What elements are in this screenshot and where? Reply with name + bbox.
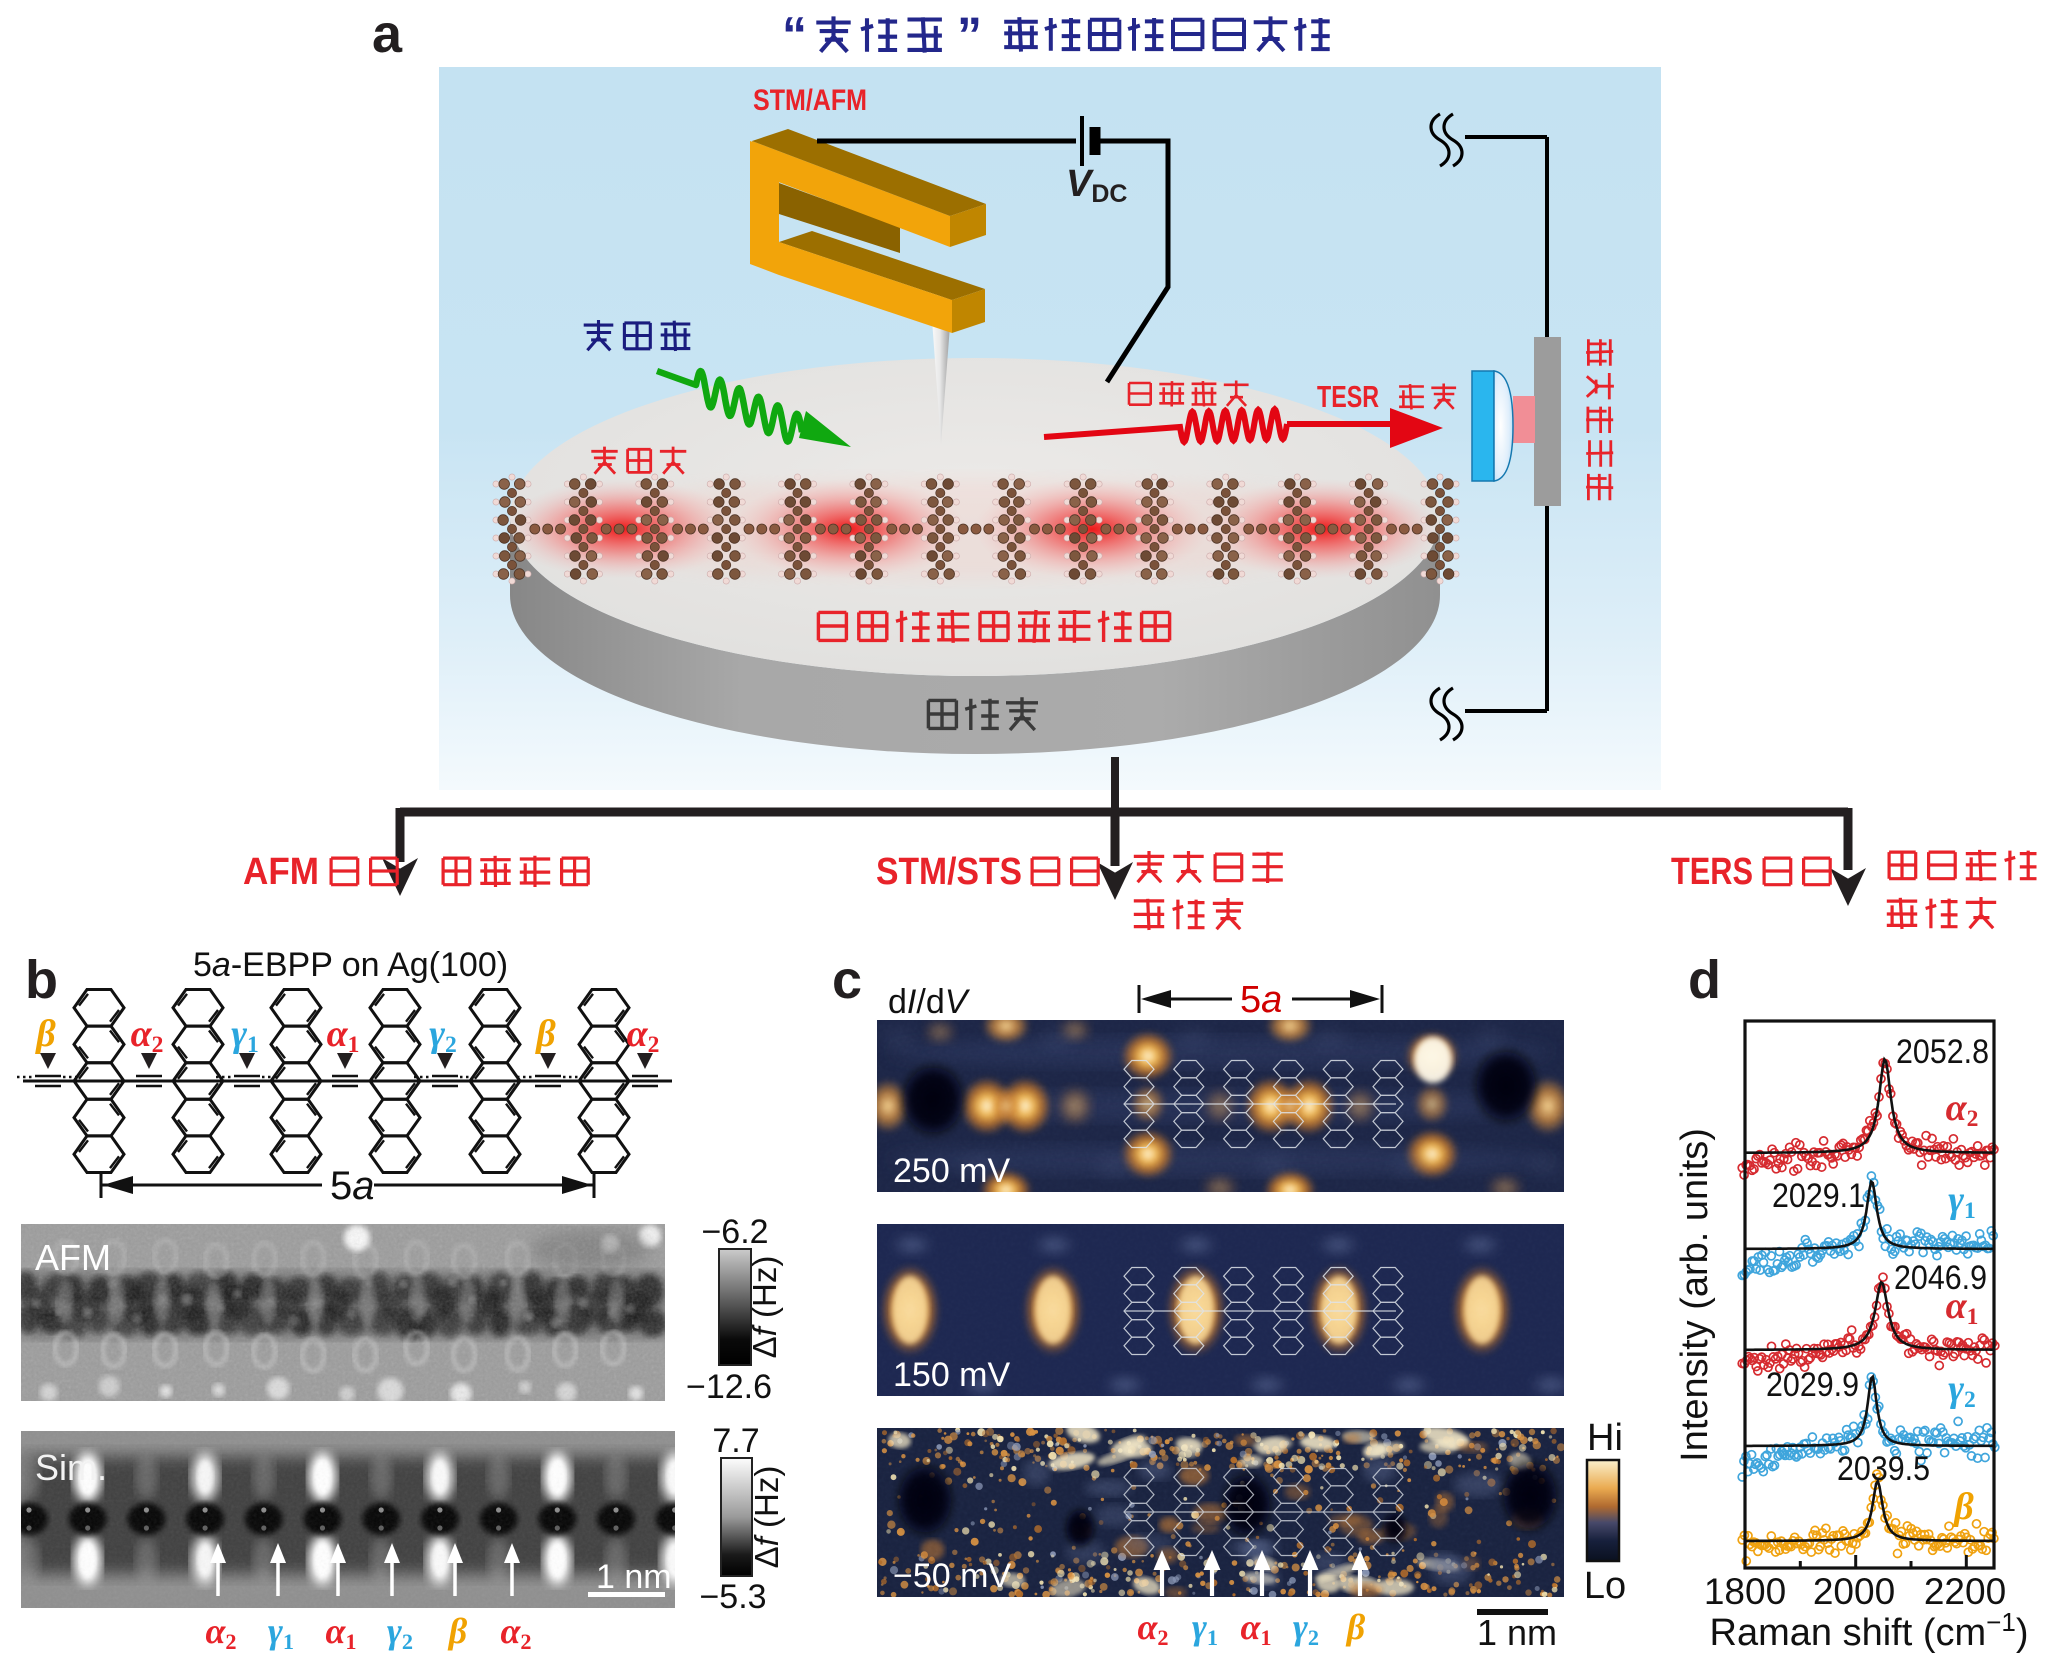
svg-text:dI/dV: dI/dV [888,983,971,1021]
svg-text:“: “ [782,7,807,63]
svg-text:250 mV: 250 mV [893,1152,1010,1190]
svg-text:γ1: γ1 [1948,1179,1976,1224]
svg-text:b: b [25,950,58,1010]
svg-text:5a: 5a [330,1164,375,1208]
svg-text:STM/AFM: STM/AFM [753,84,867,117]
svg-text:1 nm: 1 nm [596,1558,672,1596]
svg-text:β: β [34,1013,56,1055]
svg-text:TESR: TESR [1317,379,1379,414]
svg-text:2029.1: 2029.1 [1772,1177,1865,1215]
svg-text:α1: α1 [327,1013,360,1058]
svg-text:2029.9: 2029.9 [1766,1366,1859,1404]
svg-text:2052.8: 2052.8 [1896,1033,1989,1071]
svg-text:7.7: 7.7 [712,1422,759,1460]
svg-text:5a-EBPP on Ag(100): 5a-EBPP on Ag(100) [193,946,508,984]
svg-text:Raman shift (cm−1): Raman shift (cm−1) [1710,1607,2029,1653]
svg-text:1800: 1800 [1704,1571,1786,1612]
svg-text:β: β [1952,1486,1974,1528]
svg-text:Δf (Hz): Δf (Hz) [746,1256,783,1359]
svg-text:”: ” [957,7,982,63]
svg-text:2039.5: 2039.5 [1837,1450,1930,1488]
svg-text:5a: 5a [1240,979,1282,1021]
svg-text:Intensity (arb. units): Intensity (arb. units) [1674,1128,1716,1462]
svg-text:VDC: VDC [1066,163,1127,208]
svg-text:Δf (Hz): Δf (Hz) [748,1466,785,1569]
svg-text:−50 mV: −50 mV [893,1557,1011,1595]
svg-text:2200: 2200 [1924,1571,2006,1612]
svg-text:STM/STS: STM/STS [876,851,1022,893]
svg-text:β: β [447,1611,468,1651]
svg-text:TERS: TERS [1671,851,1753,893]
svg-text:α2: α2 [131,1013,164,1058]
svg-text:a: a [372,4,403,64]
svg-text:Hi: Hi [1587,1417,1623,1459]
svg-text:2046.9: 2046.9 [1894,1259,1987,1297]
svg-text:c: c [832,950,862,1010]
svg-text:AFM: AFM [35,1237,111,1278]
svg-text:150 mV: 150 mV [893,1356,1010,1394]
svg-text:AFM: AFM [243,851,319,893]
svg-text:Lo: Lo [1584,1565,1626,1607]
svg-text:Sim.: Sim. [35,1447,107,1488]
svg-text:β: β [534,1013,556,1055]
svg-text:−12.6: −12.6 [686,1368,772,1406]
svg-text:d: d [1688,950,1721,1010]
svg-text:1 nm: 1 nm [1477,1612,1557,1653]
svg-text:β: β [1345,1607,1366,1647]
svg-text:2000: 2000 [1813,1571,1895,1612]
svg-text:−6.2: −6.2 [701,1213,768,1251]
svg-text:−5.3: −5.3 [699,1578,766,1616]
